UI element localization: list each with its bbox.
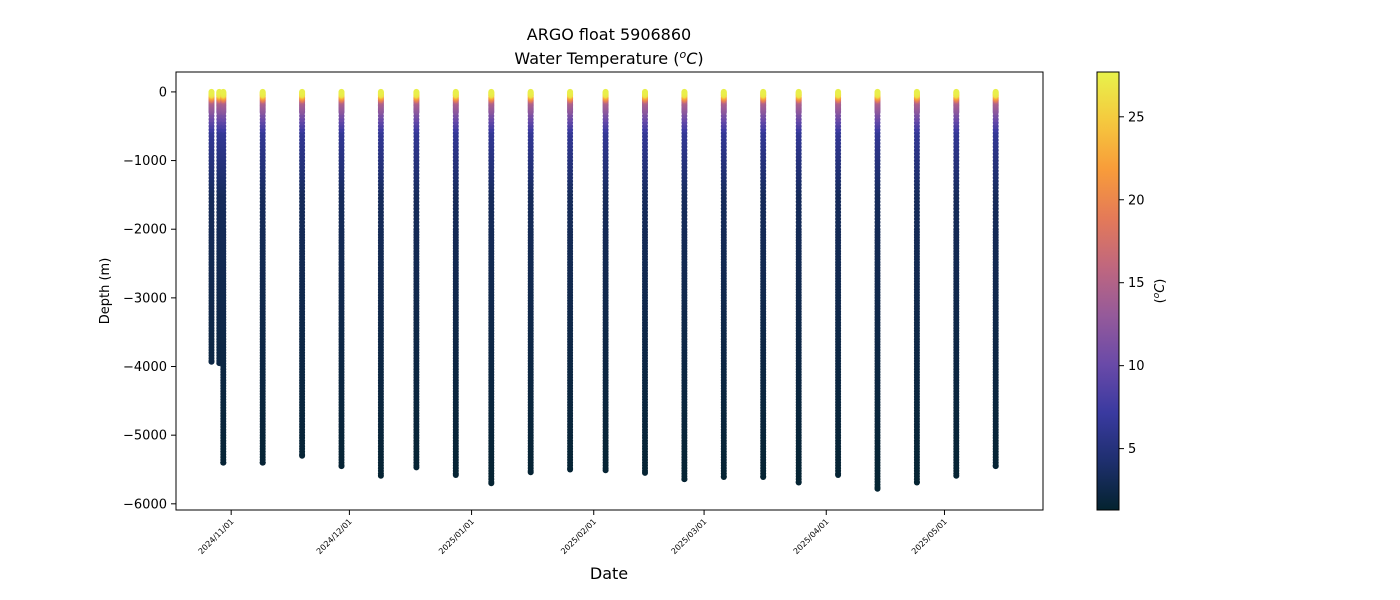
colorbar-label: (oC) (1152, 279, 1168, 304)
subtitle-main: Water Temperature ( (514, 49, 679, 68)
y-tick-label: −6000 (123, 497, 167, 512)
x-tick-label: 2025/04/01 (792, 517, 831, 556)
profile-point (602, 88, 609, 95)
profile-point (760, 88, 767, 95)
profile-2024-10-27 (208, 88, 215, 365)
y-tick-label: −1000 (123, 154, 167, 169)
y-tick-label: −3000 (123, 291, 167, 306)
chart-title: ARGO float 5906860 (527, 25, 691, 44)
profile-point (874, 88, 881, 95)
colorbar-label-open: ( (1153, 298, 1168, 303)
profile-point (488, 88, 495, 95)
profile-point (953, 88, 960, 95)
profile-point (642, 88, 648, 95)
profile-point (795, 88, 802, 95)
profile-point (208, 88, 215, 95)
profile-2024-12-28 (452, 88, 459, 478)
y-axis-label: Depth (m) (98, 258, 113, 325)
profile-2025-02-04 (602, 88, 609, 474)
x-tick-label: 2025/01/01 (437, 517, 476, 556)
x-tick-label: 2025/03/01 (670, 517, 709, 556)
profile-point (835, 88, 842, 95)
subtitle-sup: o (679, 48, 686, 61)
y-axis: 0 −1000 −2000 −3000 −4000 −5000 −6000 (123, 85, 176, 512)
profile-2025-01-16 (527, 88, 534, 476)
y-tick-label: −2000 (123, 223, 167, 238)
subtitle-close: ) (697, 49, 703, 68)
profile-2025-02-24 (681, 88, 688, 483)
profile-2025-03-16 (760, 88, 767, 480)
profile-2024-11-29 (338, 88, 345, 470)
profile-2024-12-18 (413, 88, 420, 471)
profile-point (299, 88, 306, 95)
profile-2024-12-09 (377, 88, 384, 479)
colorbar-label-sup: o (1152, 292, 1162, 298)
colorbar-label-unit: C (1153, 283, 1168, 293)
x-tick-label: 2025/05/01 (910, 517, 949, 556)
profile-point (527, 88, 534, 95)
profile-point (681, 88, 688, 95)
profile-2025-03-25 (795, 88, 802, 486)
colorbar-tick-label: 10 (1128, 359, 1145, 374)
profile-2025-02-14 (642, 88, 648, 476)
x-tick-label: 2025/02/01 (559, 517, 598, 556)
x-tick-label: 2024/11/01 (197, 517, 236, 556)
colorbar-tick-label: 15 (1128, 276, 1145, 291)
profile-2024-11-19 (299, 88, 306, 459)
profile-point (413, 88, 420, 95)
profile-2024-10-30 (220, 88, 227, 466)
profile-2025-05-04 (953, 88, 960, 479)
profile-2025-01-06 (488, 88, 495, 487)
y-tick-label: −5000 (123, 429, 167, 444)
profile-2025-05-14 (992, 88, 999, 470)
x-axis: 2024/11/01 2024/12/01 2025/01/01 2025/02/01… (197, 510, 949, 556)
colorbar-tick-label: 5 (1128, 442, 1136, 457)
profile-point (377, 88, 384, 95)
profile-2025-04-24 (913, 88, 920, 486)
profile-point (338, 88, 345, 95)
y-tick-label: 0 (159, 85, 167, 100)
profile-2025-03-06 (720, 88, 727, 480)
profile-point (992, 88, 999, 95)
x-tick-label: 2024/12/01 (315, 517, 354, 556)
chart-subtitle: Water Temperature (oC) (514, 48, 703, 68)
colorbar-label-close: ) (1153, 279, 1168, 284)
profile-point (452, 88, 459, 95)
profile-2025-04-14 (874, 88, 881, 492)
profile-point (259, 88, 266, 95)
x-axis-label: Date (590, 564, 628, 583)
profile-point (913, 88, 920, 95)
profile-point (720, 88, 727, 95)
profile-point (220, 88, 227, 95)
colorbar-axis: 5 10 15 20 25 (1119, 110, 1145, 457)
colorbar-tick-label: 20 (1128, 193, 1145, 208)
profile-2025-01-26 (567, 88, 574, 473)
plot-area-frame (175, 71, 1044, 511)
colorbar-tick-label: 25 (1128, 110, 1145, 125)
y-tick-label: −4000 (123, 360, 167, 375)
colorbar (1096, 71, 1120, 511)
profile-2024-11-09 (259, 88, 266, 466)
profile-2025-04-04 (835, 88, 842, 478)
subtitle-unit: C (686, 49, 698, 68)
profiles-layer (208, 88, 999, 492)
profile-point (567, 88, 574, 95)
